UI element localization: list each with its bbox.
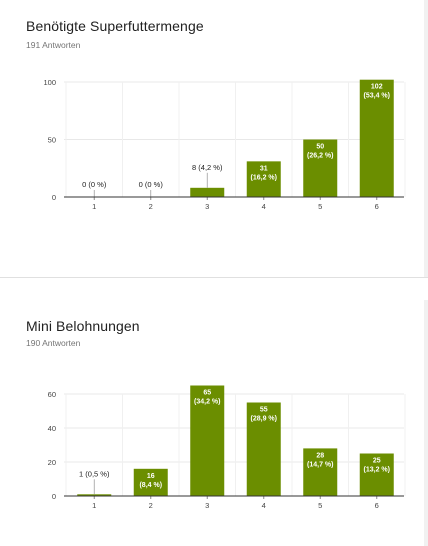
y-tick-label: 0 — [52, 492, 56, 501]
data-label-value: 65 — [203, 390, 211, 397]
y-tick-label: 50 — [48, 136, 56, 145]
y-tick-label: 100 — [43, 78, 56, 87]
bar — [190, 385, 225, 496]
x-tick-label: 1 — [92, 501, 96, 510]
data-label-percent: (13,2 %) — [364, 467, 390, 474]
data-label-value: 28 — [316, 452, 324, 459]
data-label-value: 16 — [147, 473, 155, 480]
x-tick-label: 6 — [375, 501, 379, 510]
bar — [133, 468, 168, 496]
bar — [246, 161, 281, 197]
bar — [359, 453, 394, 496]
bar — [303, 448, 338, 496]
data-label: 1 (0,5 %) — [79, 469, 110, 478]
data-label-value: 102 — [371, 84, 383, 91]
data-label: 8 (4,2 %) — [192, 163, 223, 172]
x-tick-label: 3 — [205, 202, 209, 211]
x-tick-label: 4 — [262, 202, 266, 211]
x-tick-label: 5 — [318, 202, 322, 211]
data-label-value: 31 — [260, 165, 268, 172]
question-card-mini-belohnungen: Mini Belohnungen 190 Antworten 0 20 40 60 1 1… — [0, 300, 424, 544]
bar — [359, 79, 394, 197]
data-label-percent: (34,2 %) — [194, 399, 220, 406]
bar-chart-superfuttermenge: 0 50 100 1 0 (0 %) 2 0 (0 %) 3 8 (4,2 %) 4 31 (16,2… — [43, 78, 406, 211]
bar — [246, 402, 281, 496]
chart-title: Mini Belohnungen — [26, 318, 140, 334]
data-label-percent: (53,4 %) — [364, 93, 390, 100]
data-label-percent: (28,9 %) — [251, 416, 277, 423]
data-label: 0 (0 %) — [82, 180, 107, 189]
y-tick-label: 60 — [48, 390, 56, 399]
data-label: 0 (0 %) — [139, 180, 164, 189]
data-label-percent: (26,2 %) — [307, 153, 333, 160]
data-label-value: 50 — [316, 144, 324, 151]
bar — [303, 139, 338, 197]
y-tick-label: 0 — [52, 193, 56, 202]
card-separator — [0, 277, 428, 300]
x-tick-label: 1 — [92, 202, 96, 211]
data-label-percent: (14,7 %) — [307, 461, 333, 468]
question-card-superfuttermenge: Benötigte Superfuttermenge 191 Antworten… — [26, 18, 406, 211]
data-label-value: 55 — [260, 407, 268, 414]
bar — [190, 187, 225, 197]
x-tick-label: 2 — [149, 501, 153, 510]
bar — [77, 494, 112, 496]
x-tick-label: 6 — [375, 202, 379, 211]
x-tick-label: 4 — [262, 501, 266, 510]
response-count: 190 Antworten — [26, 338, 81, 348]
data-label-percent: (8,4 %) — [139, 482, 162, 489]
response-count: 191 Antworten — [26, 40, 81, 50]
data-label-value: 25 — [373, 458, 381, 465]
y-tick-label: 40 — [48, 424, 56, 433]
y-tick-label: 20 — [48, 458, 56, 467]
chart-title: Benötigte Superfuttermenge — [26, 18, 204, 34]
x-tick-label: 2 — [149, 202, 153, 211]
x-tick-label: 3 — [205, 501, 209, 510]
data-label-percent: (16,2 %) — [251, 174, 277, 181]
page-right-edge — [424, 0, 428, 546]
x-tick-label: 5 — [318, 501, 322, 510]
